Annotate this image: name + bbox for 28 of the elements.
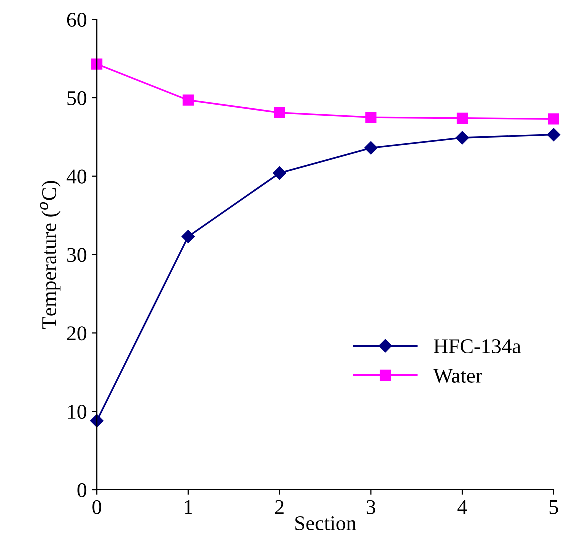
- point: [273, 166, 286, 180]
- x-tick-label: 4: [458, 500, 468, 514]
- point: [364, 142, 378, 155]
- point: [92, 58, 103, 70]
- point: [182, 94, 194, 106]
- legend-label: HFC-134a: [434, 340, 522, 354]
- y-tick-label: 30: [68, 248, 87, 262]
- point: [456, 131, 470, 145]
- x-tick-label: 5: [550, 500, 558, 514]
- x-axis-title: Section: [296, 516, 356, 530]
- x-tick-label: 3: [366, 500, 376, 514]
- y-tick-label: 50: [68, 91, 87, 106]
- point: [182, 230, 196, 244]
- y-tick-label: 20: [67, 326, 87, 341]
- y-axis-title: Temperature ($^{o}$C): [40, 181, 61, 330]
- point: [548, 114, 560, 125]
- point: [366, 112, 377, 124]
- x-tick-label: 2: [275, 500, 284, 514]
- point: [547, 128, 560, 142]
- x-tick-label: 1: [185, 500, 192, 514]
- point: [274, 107, 286, 118]
- y-tick-label: 60: [67, 12, 87, 28]
- y-tick-label: 40: [66, 170, 87, 184]
- legend-label: Water: [433, 369, 482, 384]
- y-tick-label: 0: [78, 483, 87, 498]
- x-tick-label: 0: [92, 500, 102, 514]
- y-tick-label: 10: [68, 404, 87, 420]
- point: [456, 112, 468, 124]
